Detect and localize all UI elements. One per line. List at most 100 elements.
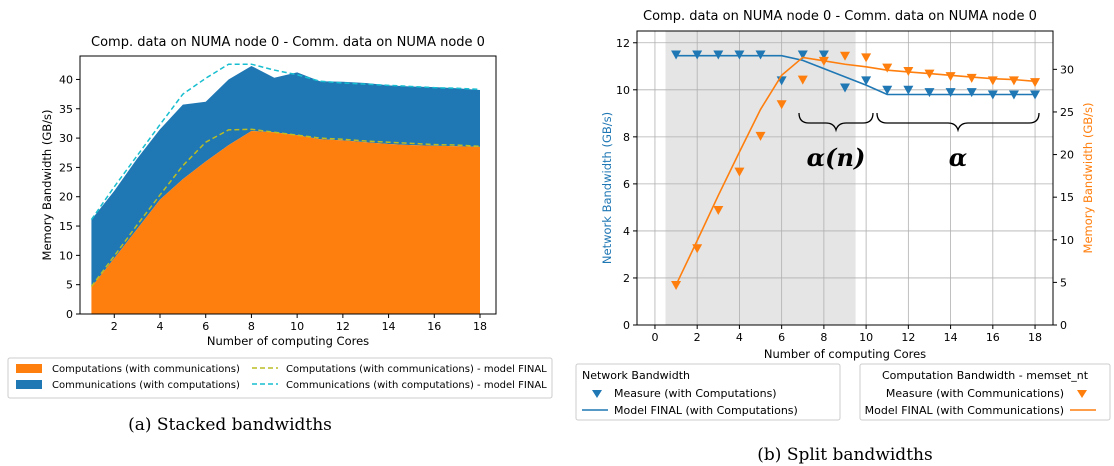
computation-legend: Computation Bandwidth - memset_nt Measur… bbox=[859, 363, 1111, 421]
right-right-y-tick-label: 25 bbox=[1060, 106, 1074, 119]
stacked-bandwidth-chart: Comp. data on NUMA node 0 - Comm. data o… bbox=[7, 35, 553, 435]
left-x-tick-label: 14 bbox=[382, 320, 396, 333]
left-y-tick-label: 5 bbox=[66, 279, 73, 292]
marker-network-measure bbox=[818, 50, 829, 60]
left-y-tick-label: 15 bbox=[59, 220, 73, 233]
right-x-tick-label: 4 bbox=[736, 331, 743, 344]
left-x-tick-label: 8 bbox=[248, 320, 255, 333]
right-x-tick-label: 12 bbox=[901, 331, 915, 344]
computation-legend-box bbox=[859, 363, 1111, 421]
right-left-y-tick-label: 4 bbox=[623, 225, 630, 238]
network-legend-title: Network Bandwidth bbox=[582, 369, 690, 382]
marker-network-measure bbox=[797, 50, 808, 60]
left-x-tick-label: 6 bbox=[202, 320, 209, 333]
legend-marker-network-measure bbox=[592, 390, 602, 398]
right-left-y-tick-label: 0 bbox=[623, 319, 630, 332]
right-x-tick-label: 2 bbox=[694, 331, 701, 344]
marker-memory-measure bbox=[882, 63, 893, 73]
brace-alpha bbox=[876, 112, 1040, 133]
legend-label-computation-model: Model FINAL (with Communications) bbox=[865, 404, 1064, 417]
brace-alpha-n bbox=[798, 112, 874, 133]
left-x-tick-label: 10 bbox=[290, 320, 304, 333]
left-area-layers bbox=[91, 65, 480, 314]
marker-network-measure bbox=[903, 85, 914, 95]
left-x-tick-label: 16 bbox=[427, 320, 441, 333]
right-plot-frame bbox=[636, 30, 1054, 326]
right-left-y-tick-label: 6 bbox=[623, 178, 630, 191]
marker-memory-measure bbox=[945, 72, 956, 82]
legend-swatch-computations bbox=[16, 364, 42, 373]
left-y-tick-label: 20 bbox=[59, 191, 73, 204]
shaded-region bbox=[665, 31, 856, 325]
left-plot-frame bbox=[79, 55, 497, 315]
left-y-tick-label: 10 bbox=[59, 249, 73, 262]
left-x-tick-label: 18 bbox=[473, 320, 487, 333]
marker-network-measure bbox=[966, 88, 977, 98]
legend-label-computation-measure: Measure (with Communications) bbox=[886, 387, 1064, 400]
legend-label-network-measure: Measure (with Computations) bbox=[614, 387, 777, 400]
right-left-y-tick-label: 8 bbox=[623, 131, 630, 144]
left-y-tick-label: 30 bbox=[59, 132, 73, 145]
marker-memory-measure bbox=[797, 75, 808, 85]
left-caption: (a) Stacked bandwidths bbox=[128, 415, 332, 435]
left-x-tick-label: 2 bbox=[111, 320, 118, 333]
left-chart-title: Comp. data on NUMA node 0 - Comm. data o… bbox=[91, 35, 485, 50]
right-x-tick-label: 10 bbox=[859, 331, 873, 344]
line-computations-model bbox=[90, 128, 481, 287]
legend-swatch-communications bbox=[16, 380, 42, 389]
marker-memory-measure bbox=[734, 167, 745, 177]
right-right-y-tick-label: 15 bbox=[1060, 191, 1074, 204]
marker-memory-measure bbox=[1008, 76, 1019, 86]
right-left-y-tick-label: 10 bbox=[616, 84, 630, 97]
left-model-lines bbox=[90, 63, 481, 287]
line-network-model bbox=[676, 54, 1036, 96]
marker-network-measure bbox=[861, 76, 872, 86]
right-chart-title: Comp. data on NUMA node 0 - Comm. data o… bbox=[643, 9, 1037, 24]
legend-label-computations-model: Computations (with communications) - mod… bbox=[286, 364, 547, 375]
marker-network-measure bbox=[882, 85, 893, 95]
right-right-y-tick-label: 5 bbox=[1060, 276, 1067, 289]
annotation-alpha: α bbox=[949, 143, 967, 172]
network-legend-box bbox=[575, 363, 841, 421]
split-bandwidth-chart: Comp. data on NUMA node 0 - Comm. data o… bbox=[575, 9, 1111, 465]
line-communications-model bbox=[90, 63, 481, 221]
left-legend-box bbox=[7, 357, 553, 399]
right-x-tick-label: 16 bbox=[986, 331, 1000, 344]
left-x-tick-label: 4 bbox=[157, 320, 164, 333]
right-x-tick-label: 18 bbox=[1028, 331, 1042, 344]
right-x-axis-label: Number of computing Cores bbox=[764, 347, 926, 361]
marker-network-measure bbox=[945, 88, 956, 98]
left-x-axis-label: Number of computing Cores bbox=[207, 334, 369, 348]
legend-label-communications: Communications (with computations) bbox=[52, 380, 240, 391]
left-y-tick-label: 40 bbox=[59, 73, 73, 86]
left-y-tick-label: 25 bbox=[59, 161, 73, 174]
annotation-alpha-n: α(n) bbox=[807, 143, 866, 172]
right-right-y-axis-label: Memory Bandwidth (GB/s) bbox=[1081, 103, 1095, 254]
area-communications bbox=[91, 65, 480, 288]
network-legend: Network Bandwidth Measure (with Computat… bbox=[575, 363, 841, 421]
computation-legend-title: Computation Bandwidth - memset_nt bbox=[882, 369, 1089, 382]
right-right-y-tick-label: 10 bbox=[1060, 234, 1074, 247]
legend-label-computations: Computations (with communications) bbox=[52, 364, 240, 375]
left-y-tick-label: 35 bbox=[59, 103, 73, 116]
marker-memory-measure bbox=[840, 51, 850, 61]
right-x-tick-label: 8 bbox=[820, 331, 827, 344]
right-x-tick-label: 14 bbox=[944, 331, 958, 344]
right-right-y-tick-label: 30 bbox=[1060, 63, 1074, 76]
left-y-tick-label: 0 bbox=[66, 308, 73, 321]
legend-marker-computation-measure bbox=[1077, 390, 1087, 398]
marker-network-measure bbox=[924, 88, 935, 98]
area-computations bbox=[91, 131, 480, 314]
marker-memory-measure bbox=[713, 205, 724, 215]
left-axis-ticks: 2 4 6 8 10 12 14 16 18 0 5 10 15 20 25 30 35 40 bbox=[59, 73, 487, 333]
right-left-y-tick-label: 2 bbox=[623, 272, 630, 285]
right-left-y-axis-label: Network Bandwidth (GB/s) bbox=[600, 112, 614, 264]
right-x-tick-label: 0 bbox=[651, 331, 658, 344]
right-left-y-tick-label: 12 bbox=[616, 37, 630, 50]
marker-memory-measure bbox=[776, 100, 787, 110]
right-caption: (b) Split bandwidths bbox=[757, 445, 932, 465]
marker-memory-measure bbox=[671, 280, 682, 290]
marker-memory-measure bbox=[1030, 78, 1041, 88]
right-right-y-tick-label: 0 bbox=[1060, 319, 1067, 332]
